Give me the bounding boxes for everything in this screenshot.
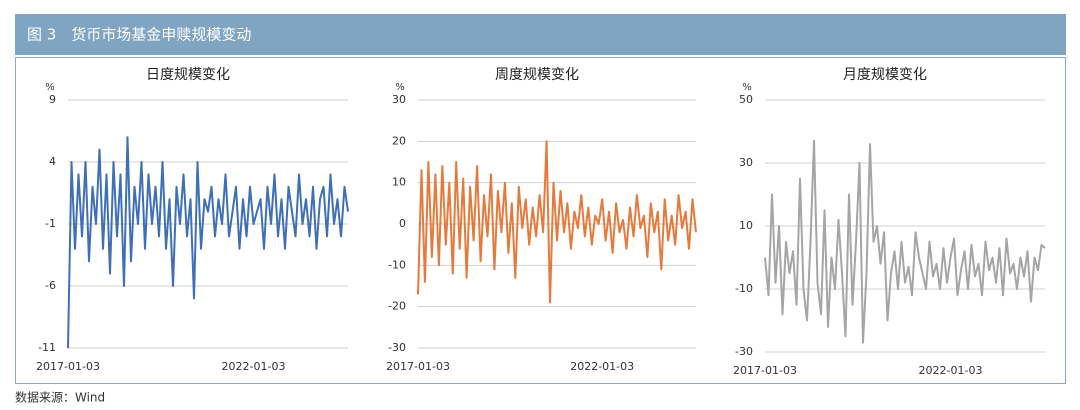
y-tick-label: -20 (388, 300, 406, 313)
y-tick-label: -10 (735, 282, 753, 295)
y-tick-label: 20 (392, 134, 406, 147)
y-unit: % (395, 82, 405, 93)
y-tick-label: -6 (45, 279, 56, 292)
y-tick-label: 30 (739, 156, 753, 169)
y-tick-label: -1 (45, 217, 56, 230)
header-bar (15, 14, 1066, 55)
frame (15, 57, 1066, 384)
data-line (764, 139, 1046, 344)
data-line (417, 140, 697, 304)
y-unit: % (742, 82, 752, 93)
y-tick-label: 10 (392, 176, 406, 189)
data-line (67, 136, 349, 349)
y-tick-label: 9 (49, 93, 56, 106)
y-tick-label: -10 (388, 258, 406, 271)
y-tick-label: 10 (739, 219, 753, 232)
x-tick-label: 2022-01-03 (570, 360, 634, 373)
y-tick-label: -11 (38, 341, 56, 354)
x-tick-label: 2022-01-03 (222, 360, 286, 373)
figure-title: 图 3 货币市场基金申赎规模变动 (27, 26, 251, 44)
y-tick-label: 4 (49, 155, 56, 168)
chart-title: 周度规模变化 (495, 67, 579, 83)
x-tick-label: 2022-01-03 (919, 364, 983, 377)
y-tick-label: -30 (735, 345, 753, 358)
y-unit: % (45, 82, 55, 93)
chart-title: 日度规模变化 (146, 67, 230, 83)
y-tick-label: -30 (388, 341, 406, 354)
x-tick-label: 2017-01-03 (36, 360, 100, 373)
chart-title: 月度规模变化 (843, 67, 927, 83)
x-tick-label: 2017-01-03 (386, 360, 450, 373)
y-tick-label: 0 (399, 217, 406, 230)
x-tick-label: 2017-01-03 (733, 364, 797, 377)
y-tick-label: 50 (739, 93, 753, 106)
y-tick-label: 30 (392, 93, 406, 106)
source-note: 数据来源：Wind (15, 390, 105, 405)
